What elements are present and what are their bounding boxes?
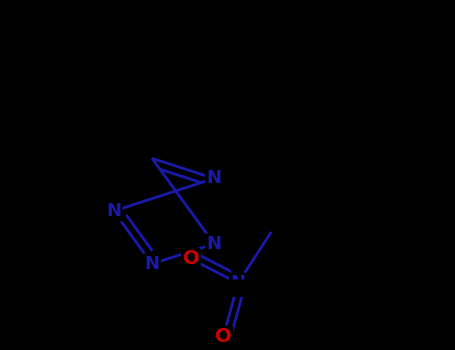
- Text: N: N: [207, 235, 222, 253]
- Text: N: N: [145, 255, 160, 273]
- Text: N: N: [207, 169, 222, 188]
- Text: CH₃: CH₃: [229, 281, 260, 296]
- Text: O: O: [182, 250, 199, 268]
- Text: N: N: [106, 202, 121, 220]
- Text: N: N: [231, 274, 246, 292]
- Text: O: O: [215, 327, 232, 346]
